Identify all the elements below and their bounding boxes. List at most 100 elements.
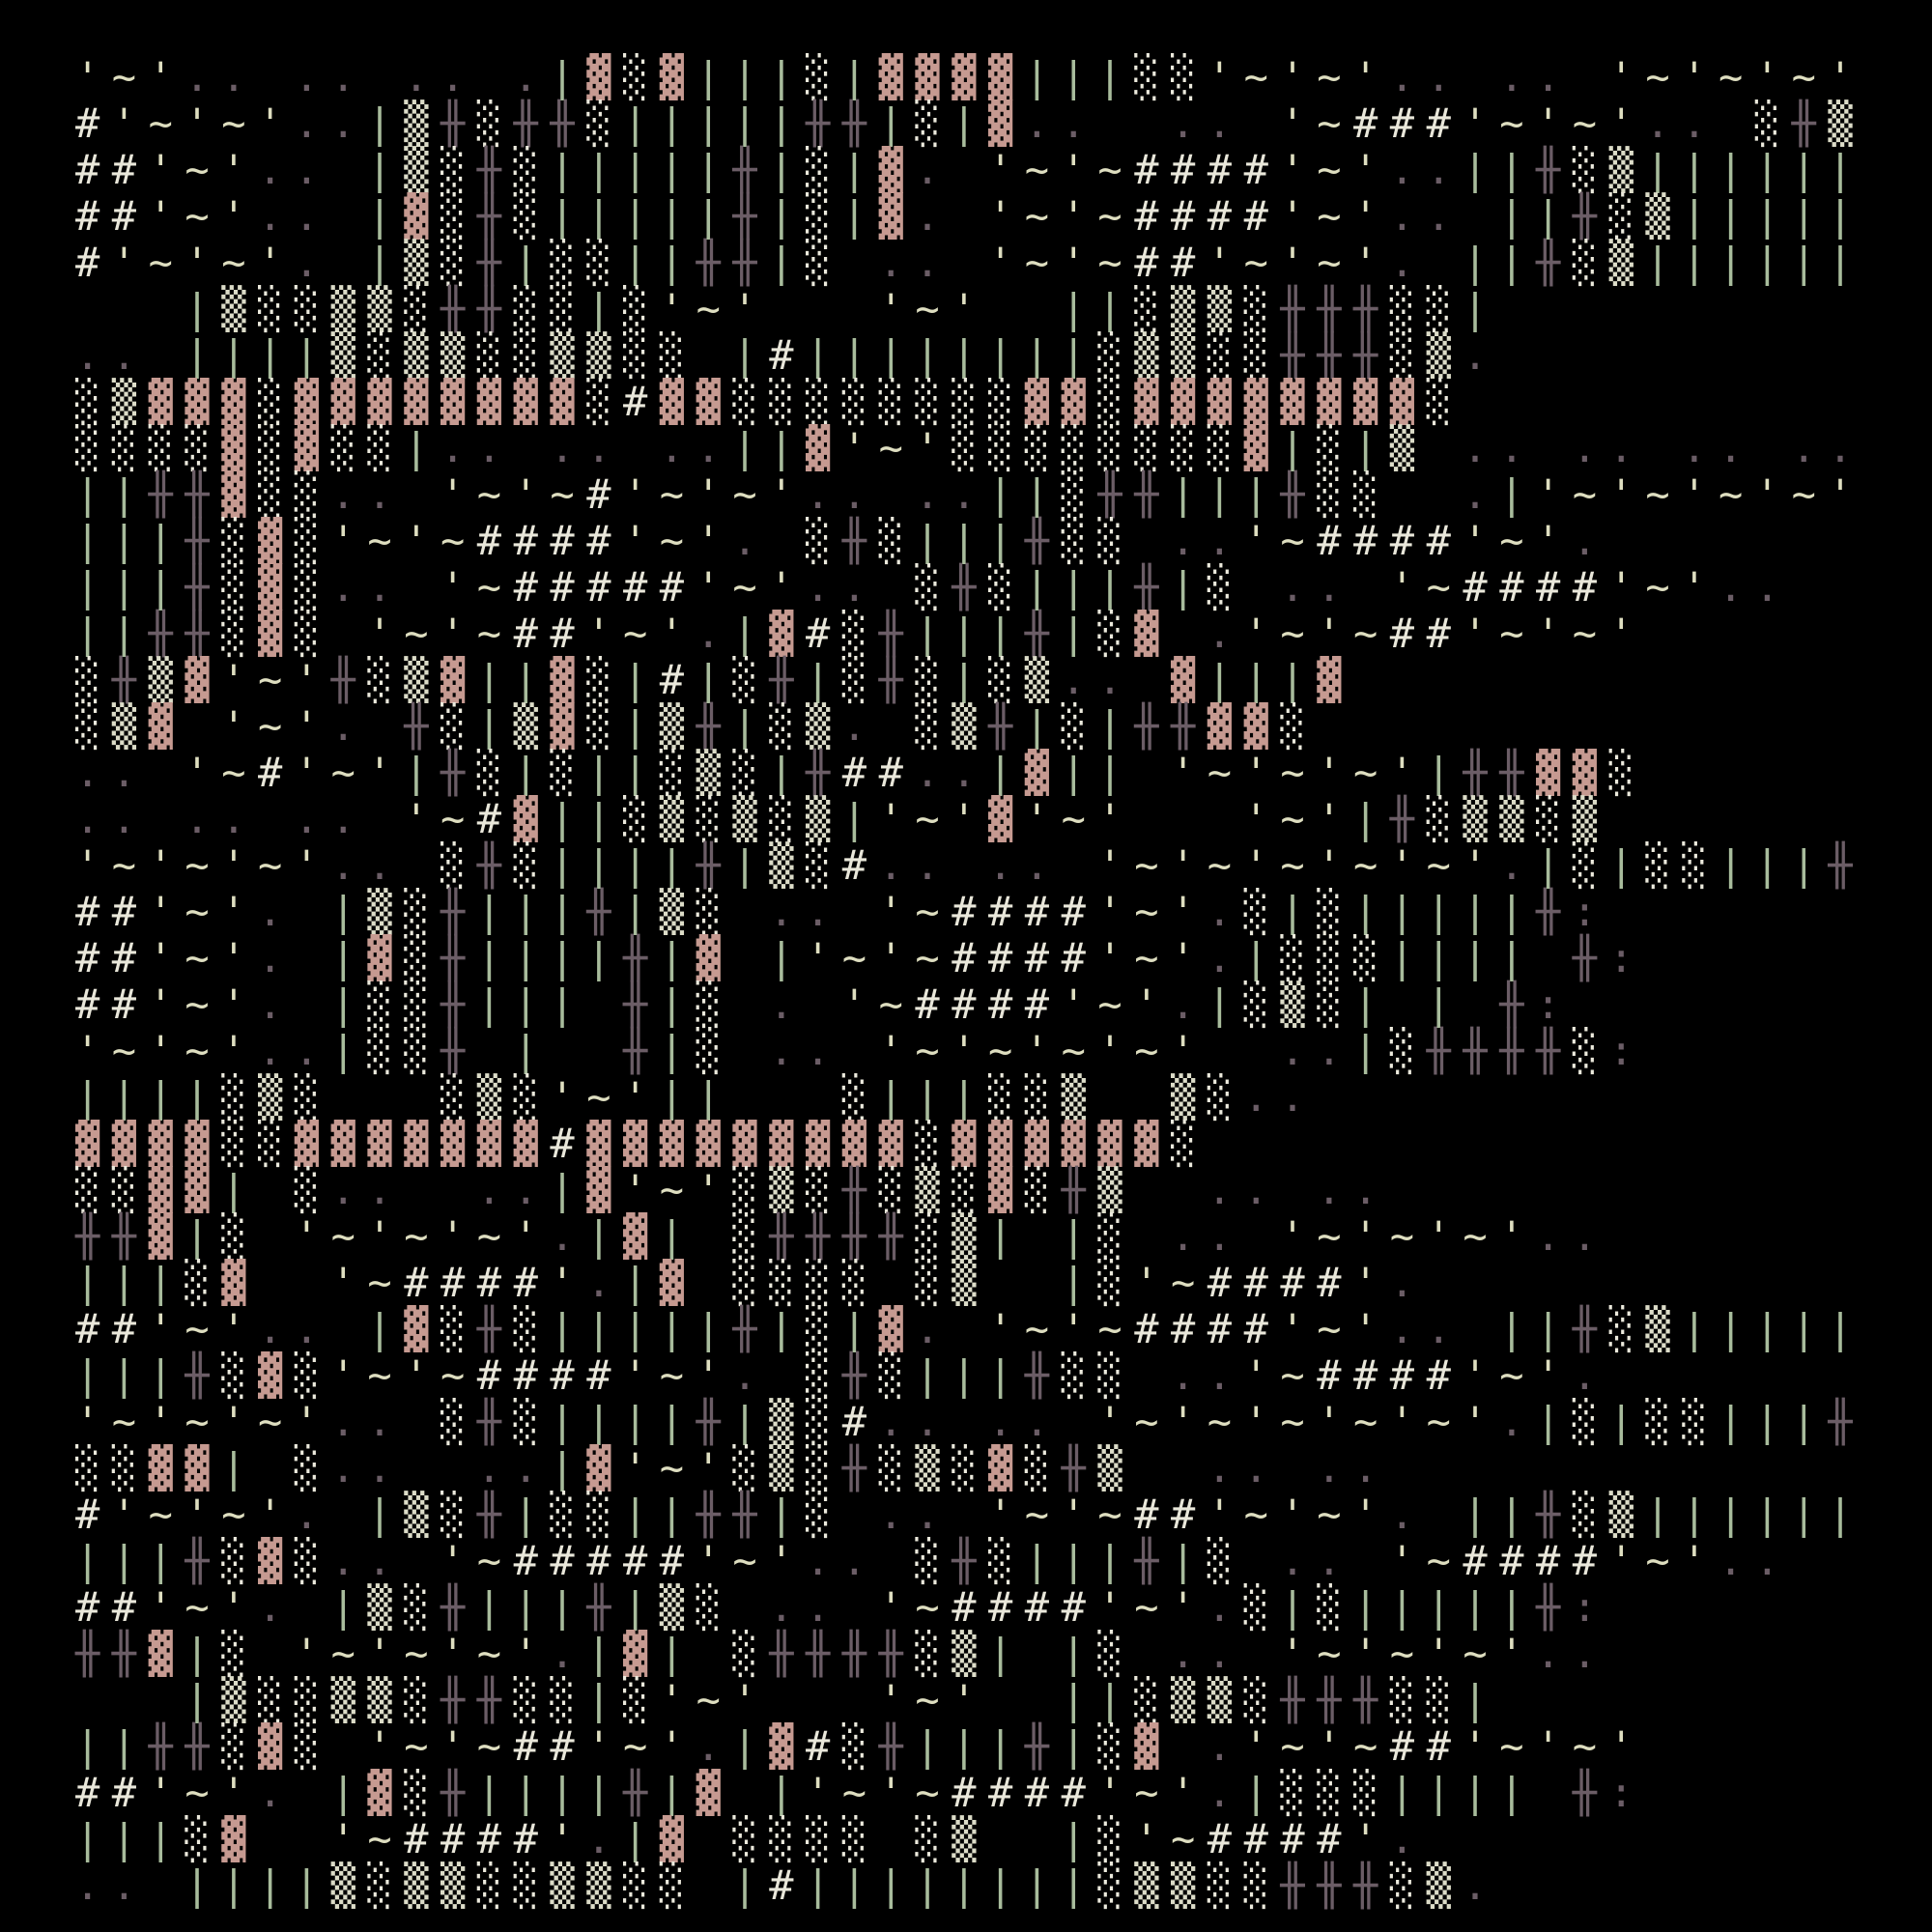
- glyph: ~: [1353, 841, 1378, 889]
- glyph: ~: [1463, 1630, 1488, 1677]
- glyph: ╫: [878, 656, 903, 703]
- glyph: .: [806, 470, 831, 518]
- glyph: ': [1389, 841, 1415, 889]
- glyph: ░: [1572, 1491, 1598, 1538]
- glyph: ~: [1317, 53, 1342, 100]
- glyph: ▒: [111, 702, 137, 750]
- glyph: ╫: [1499, 1027, 1524, 1074]
- glyph: ~: [1243, 53, 1268, 100]
- glyph: .: [988, 841, 1013, 889]
- glyph: ░: [915, 563, 940, 611]
- glyph: ~: [1134, 888, 1159, 935]
- glyph: ░: [75, 424, 100, 471]
- glyph: ░: [476, 331, 502, 379]
- glyph: ░: [1317, 1769, 1342, 1816]
- glyph: .: [404, 53, 429, 100]
- glyph: |: [148, 1073, 173, 1121]
- glyph: |: [659, 1073, 685, 1121]
- glyph: .: [1317, 1537, 1342, 1584]
- glyph: .: [988, 1398, 1013, 1445]
- glyph: |: [915, 1351, 940, 1399]
- glyph: |: [1061, 1815, 1086, 1862]
- glyph: ': [878, 285, 903, 332]
- glyph: ': [1608, 470, 1634, 518]
- glyph: ~: [841, 934, 867, 981]
- glyph: ░: [440, 702, 466, 750]
- glyph: ~: [1572, 610, 1598, 657]
- glyph: ░: [659, 1861, 685, 1909]
- glyph: .: [1317, 563, 1342, 611]
- glyph: ~: [1353, 610, 1378, 657]
- glyph: ▒: [1207, 285, 1233, 332]
- glyph: ~: [148, 1491, 173, 1538]
- glyph: .: [696, 1722, 721, 1770]
- glyph: .: [1061, 99, 1086, 147]
- glyph: ': [258, 1491, 283, 1538]
- glyph: ': [988, 239, 1013, 286]
- glyph: ~: [1499, 99, 1524, 147]
- glyph: ▓: [513, 1120, 538, 1167]
- glyph: ': [1463, 1722, 1488, 1770]
- glyph: ': [75, 1027, 100, 1074]
- glyph: #: [806, 1722, 831, 1770]
- glyph: ': [221, 980, 246, 1028]
- glyph: |: [513, 749, 538, 796]
- glyph: |: [185, 1212, 210, 1260]
- glyph: |: [878, 1073, 903, 1121]
- glyph: .: [1317, 1027, 1342, 1074]
- glyph: |: [1791, 146, 1816, 193]
- glyph: ▒: [659, 702, 685, 750]
- glyph: ╫: [1572, 1769, 1598, 1816]
- glyph: #: [1061, 1769, 1086, 1816]
- glyph: ~: [1024, 1305, 1050, 1352]
- glyph: ▓: [258, 610, 283, 657]
- glyph: |: [988, 749, 1013, 796]
- glyph: ░: [111, 424, 137, 471]
- glyph: #: [1317, 1351, 1342, 1399]
- glyph: |: [988, 1861, 1013, 1909]
- glyph: #: [476, 1259, 502, 1306]
- glyph: ▓: [550, 378, 575, 425]
- glyph: ▓: [769, 610, 794, 657]
- glyph: ░: [586, 99, 611, 147]
- glyph: .: [732, 517, 757, 564]
- glyph: ░: [1645, 1398, 1670, 1445]
- glyph: ║: [696, 1213, 721, 1260]
- glyph: ': [1061, 1491, 1086, 1538]
- glyph: ': [221, 1398, 246, 1445]
- glyph: .: [1317, 1166, 1342, 1213]
- glyph: ╫: [586, 888, 611, 935]
- glyph: ▒: [440, 1861, 466, 1909]
- glyph: ': [1243, 1398, 1268, 1445]
- glyph: |: [1499, 888, 1524, 935]
- glyph: ╫: [1389, 795, 1415, 842]
- glyph: .: [915, 239, 940, 286]
- glyph: .: [1719, 1537, 1744, 1584]
- art-row: ▓ ▓ ▓ ▓ ░ ░ ▓ ▓ ▓ ▓ ▓ ▓ ▓ # ▓ ▓ ▓ ▓ ▓ ▓ ▓ ▓ ▓ ░ ▓ ▓ ▓ ▓ ▓ ▓ ░: [75, 1121, 1872, 1167]
- glyph: ▓: [367, 934, 392, 981]
- glyph: |: [841, 331, 867, 379]
- glyph: ': [440, 470, 466, 518]
- glyph: ▓: [806, 1120, 831, 1167]
- glyph: ╫: [1317, 285, 1342, 332]
- glyph: ░: [1572, 239, 1598, 286]
- glyph: |: [769, 749, 794, 796]
- glyph: ▓: [696, 1769, 721, 1816]
- glyph: .: [1243, 1073, 1268, 1121]
- glyph: ▓: [1134, 1120, 1159, 1167]
- glyph: ░: [367, 1861, 392, 1909]
- glyph: ▒: [659, 795, 685, 842]
- glyph: ▒: [440, 331, 466, 379]
- glyph: #: [404, 1259, 429, 1306]
- glyph: ╫: [1134, 470, 1159, 518]
- glyph: #: [1426, 517, 1451, 564]
- glyph: .: [1499, 1398, 1524, 1445]
- glyph: .: [769, 888, 794, 935]
- glyph: ~: [1097, 146, 1122, 193]
- glyph: |: [769, 934, 794, 981]
- glyph: .: [1536, 1630, 1561, 1677]
- glyph: .: [841, 702, 867, 750]
- glyph: .: [1426, 1305, 1451, 1352]
- glyph: .: [1280, 1073, 1305, 1121]
- glyph: |: [1536, 841, 1561, 889]
